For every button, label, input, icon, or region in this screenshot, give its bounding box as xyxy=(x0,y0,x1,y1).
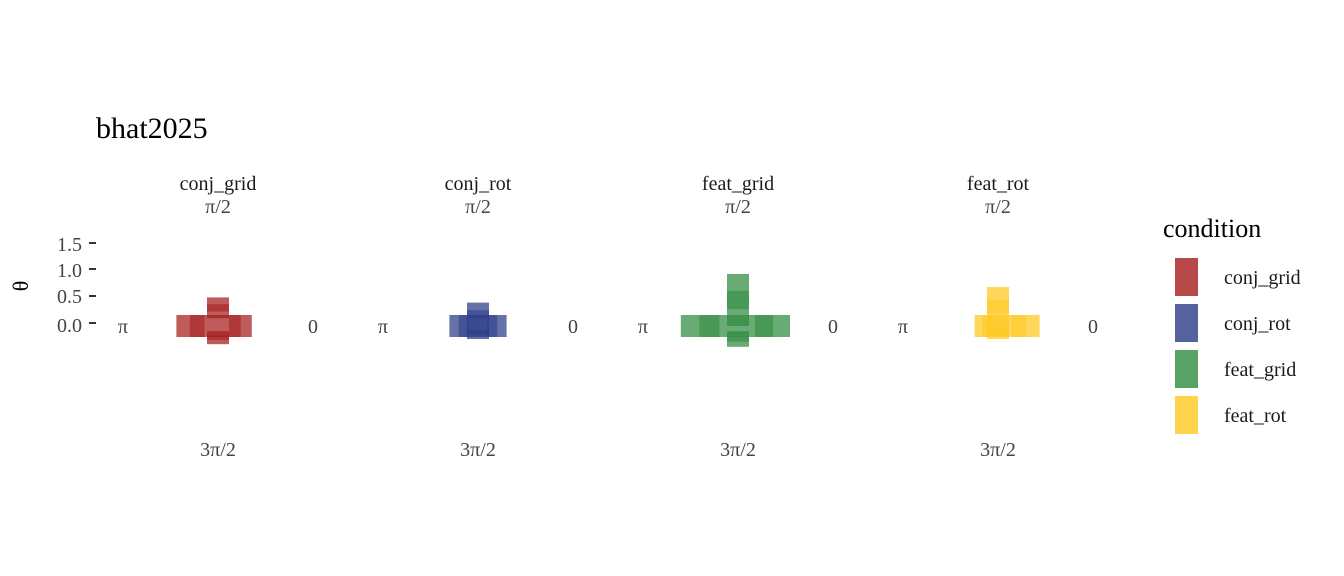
panel-strip-label: conj_rot xyxy=(445,173,512,195)
bar-segment-core xyxy=(982,315,991,337)
legend-label: conj_rot xyxy=(1224,313,1291,335)
angle-label-right: 0 xyxy=(828,316,838,338)
bar-segment-core xyxy=(207,335,229,340)
legend-label: feat_grid xyxy=(1224,359,1296,381)
bar-segment-core xyxy=(467,310,489,319)
legend-title: condition xyxy=(1163,214,1261,243)
angle-label-top: π/2 xyxy=(465,196,491,218)
bar-segment-core xyxy=(228,315,241,337)
panel-strip-label: feat_rot xyxy=(967,173,1030,195)
angle-label-right: 0 xyxy=(568,316,578,338)
bar-segment-core xyxy=(727,290,749,310)
bar-segment-core xyxy=(467,330,489,335)
bar-segment-core xyxy=(458,315,469,337)
angle-label-top: π/2 xyxy=(205,196,231,218)
angle-label-top: π/2 xyxy=(985,196,1011,218)
angle-label-left: π xyxy=(638,316,648,338)
legend: condition conj_grid conj_rot feat_gridfeat… xyxy=(1163,214,1301,434)
bar-segment-core xyxy=(987,299,1009,314)
angle-label-bottom: 3π/2 xyxy=(460,439,496,461)
angle-label-left: π xyxy=(378,316,388,338)
angle-label-top: π/2 xyxy=(725,196,751,218)
bar-segment-core xyxy=(207,304,229,312)
bar-segment-core xyxy=(987,330,1009,335)
legend-items: conj_grid conj_rot feat_grid feat_rot xyxy=(1175,258,1301,434)
angle-label-bottom: 3π/2 xyxy=(980,439,1016,461)
bar-segment-core xyxy=(699,315,720,337)
chart-title: bhat2025 xyxy=(96,112,208,145)
bar-segment-core xyxy=(754,315,774,337)
panel-strip-label: feat_grid xyxy=(702,173,774,195)
legend-label: feat_rot xyxy=(1224,405,1287,427)
angle-label-bottom: 3π/2 xyxy=(720,439,756,461)
legend-swatch xyxy=(1175,396,1198,434)
legend-swatch xyxy=(1175,304,1198,342)
bar-segment-core xyxy=(189,315,205,337)
angle-label-left: π xyxy=(118,316,128,338)
y-tick-label: 1.5 xyxy=(57,234,82,256)
y-tick-label: 0.0 xyxy=(57,315,82,337)
y-tick-label: 1.0 xyxy=(57,260,82,282)
angle-label-right: 0 xyxy=(1088,316,1098,338)
bar-segment-core xyxy=(1011,315,1027,337)
angle-label-right: 0 xyxy=(308,316,318,338)
angle-label-bottom: 3π/2 xyxy=(200,439,236,461)
legend-swatch xyxy=(1175,258,1198,296)
bar-segment-core xyxy=(727,336,749,342)
panel-strip-label: conj_grid xyxy=(180,173,257,195)
legend-swatch xyxy=(1175,350,1198,388)
y-tick-label: 0.5 xyxy=(57,286,82,308)
y-axis-label: θ xyxy=(8,281,33,292)
bar-segment-core xyxy=(487,315,498,337)
legend-label: conj_grid xyxy=(1224,267,1301,289)
angle-label-left: π xyxy=(898,316,908,338)
y-axis: 1.5 1.0 0.5 0.0 xyxy=(57,234,96,337)
